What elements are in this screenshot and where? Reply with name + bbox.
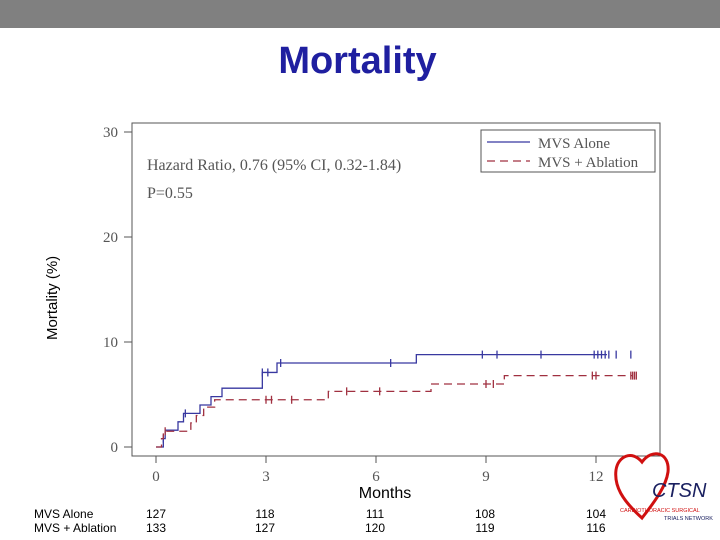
risk-cell: 127 [145, 507, 167, 521]
x-axis-label: Months [358, 485, 412, 502]
risk-cell: 127 [254, 521, 276, 535]
y-tick-label: 10 [103, 335, 118, 351]
logo-subtitle-2: TRIALS NETWORK [664, 516, 713, 522]
series-layer [156, 350, 637, 448]
y-axis-label: Mortality (%) [44, 255, 61, 340]
x-tick-label: 3 [262, 469, 270, 485]
x-tick-label: 6 [372, 469, 380, 485]
risk-cell: 133 [145, 521, 167, 535]
series-line-mvs-ablation [156, 374, 633, 448]
y-tick-label: 30 [103, 125, 118, 141]
risk-cell: 116 [586, 521, 606, 535]
y-tick-label: 20 [103, 230, 118, 246]
ctsn-logo: CTSN CARDIOTHORACIC SURGICAL TRIALS NETW… [614, 452, 713, 522]
p-value-annotation: P=0.55 [147, 185, 193, 202]
risk-row-label-mvs-ablation: MVS + Ablation [34, 521, 117, 535]
top-bar [0, 0, 720, 28]
slide-title: Mortality [278, 40, 437, 82]
heart-icon [614, 452, 670, 521]
legend-label-mvs-ablation: MVS + Ablation [538, 155, 639, 171]
legend: MVS Alone MVS + Ablation [480, 129, 656, 173]
risk-cell: 111 [365, 507, 385, 521]
x-tick-label: 12 [589, 469, 604, 485]
legend-label-mvs-alone: MVS Alone [538, 136, 610, 152]
logo-text: CTSN [652, 480, 707, 502]
risk-cell: 119 [475, 521, 495, 535]
series-line-mvs-alone [156, 353, 607, 448]
y-tick-label: 0 [111, 440, 119, 456]
risk-cell: 118 [255, 507, 275, 521]
risk-cell: 108 [474, 507, 496, 521]
x-tick-label: 0 [152, 469, 160, 485]
x-tick-label: 9 [482, 469, 490, 485]
risk-cell: 104 [585, 507, 607, 521]
plot-frame [131, 122, 661, 457]
risk-row-label-mvs-alone: MVS Alone [34, 507, 94, 521]
risk-cell: 120 [364, 521, 386, 535]
axes: 0 10 20 30 0 3 6 9 12 [103, 125, 604, 485]
hazard-ratio-annotation: Hazard Ratio, 0.76 (95% CI, 0.32-1.84) [147, 157, 401, 174]
logo-subtitle-1: CARDIOTHORACIC SURGICAL [620, 508, 700, 514]
legend-box [480, 129, 656, 173]
